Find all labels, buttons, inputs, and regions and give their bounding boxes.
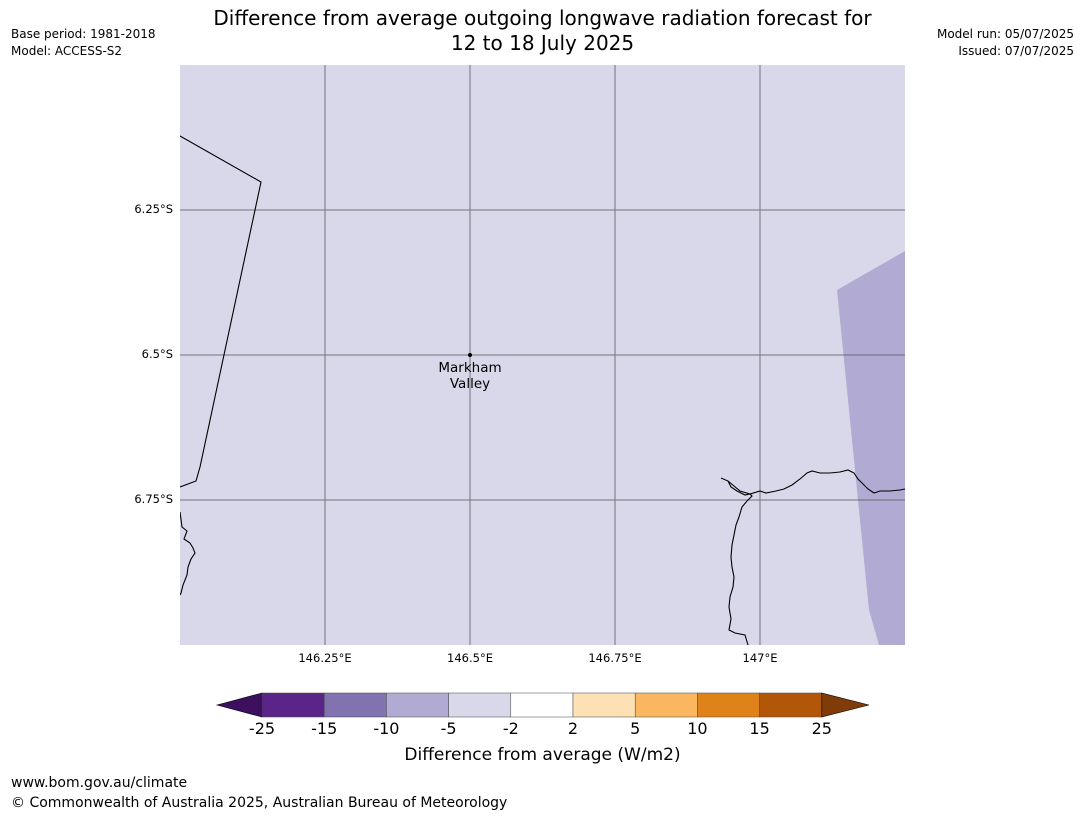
model-run-text: Model run: 05/07/2025: [936, 27, 1074, 41]
colorbar-segment: [510, 692, 574, 718]
anomaly-region: [837, 251, 905, 645]
colorbar-tick-label: -5: [440, 719, 457, 738]
colorbar-segment: [759, 692, 823, 718]
place-label-line-1: Markham: [438, 360, 501, 376]
colorbar-label: Difference from average (W/m2): [404, 745, 681, 765]
colorbar-tick-label: -15: [311, 719, 338, 738]
place-label-line-2: Valley: [450, 376, 490, 392]
lon-label-146-25: 146.25°E: [298, 651, 352, 665]
title-line-2: 12 to 18 July 2025: [450, 31, 635, 55]
colorbar-tick-label: 10: [687, 719, 708, 738]
markham-valley-marker: [468, 353, 472, 357]
colorbar-tick-label: -25: [248, 719, 276, 738]
colorbar-tick-label: 5: [630, 719, 641, 738]
colorbar: [215, 692, 870, 718]
footer-copyright: © Commonwealth of Australia 2025, Austra…: [11, 795, 508, 811]
footer-url: www.bom.gov.au/climate: [11, 775, 188, 791]
issued-text: Issued: 07/07/2025: [958, 44, 1074, 58]
colorbar-segment: [323, 692, 387, 718]
boundary-lines: [180, 135, 905, 645]
colorbar-tick-label: -10: [373, 719, 400, 738]
colorbar-segment: [572, 692, 636, 718]
coastline-west: [180, 511, 196, 596]
lat-label-6-75: 6.75°S: [134, 492, 173, 506]
lat-label-6-5: 6.5°S: [141, 347, 173, 361]
coastline-east: [720, 477, 753, 645]
colorbar-segment: [448, 692, 512, 718]
base-period-text: Base period: 1981-2018: [11, 27, 156, 41]
colorbar-segment: [386, 692, 449, 718]
lon-label-146-5: 146.5°E: [447, 651, 493, 665]
model-text: Model: ACCESS-S2: [11, 44, 123, 58]
colorbar-segment: [697, 692, 760, 718]
map-title: Difference from average outgoing longwav…: [180, 6, 905, 56]
lon-label-147: 147°E: [742, 651, 778, 665]
colorbar-tick-label: 25: [811, 719, 832, 738]
colorbar-segment: [634, 692, 698, 718]
lon-label-146-75: 146.75°E: [588, 651, 642, 665]
colorbar-segment: [261, 692, 325, 718]
colorbar-tick-label: 15: [749, 719, 770, 738]
province-boundary: [180, 135, 262, 488]
lat-label-6-25: 6.25°S: [134, 202, 173, 216]
metadata-left: Base period: 1981-2018 Model: ACCESS-S2: [11, 26, 156, 60]
colorbar-extend-low: [215, 692, 263, 718]
colorbar-tick-label: 2: [567, 719, 579, 738]
colorbar-extend-high: [821, 692, 870, 718]
metadata-right: Model run: 05/07/2025 Issued: 07/07/2025: [937, 26, 1074, 60]
gridlines: [180, 65, 905, 645]
coastline-east-shore: [727, 469, 905, 495]
map-panel: Markham Valley: [180, 65, 905, 645]
colorbar-tick-label: -2: [502, 719, 519, 738]
title-line-1: Difference from average outgoing longwav…: [213, 6, 872, 30]
